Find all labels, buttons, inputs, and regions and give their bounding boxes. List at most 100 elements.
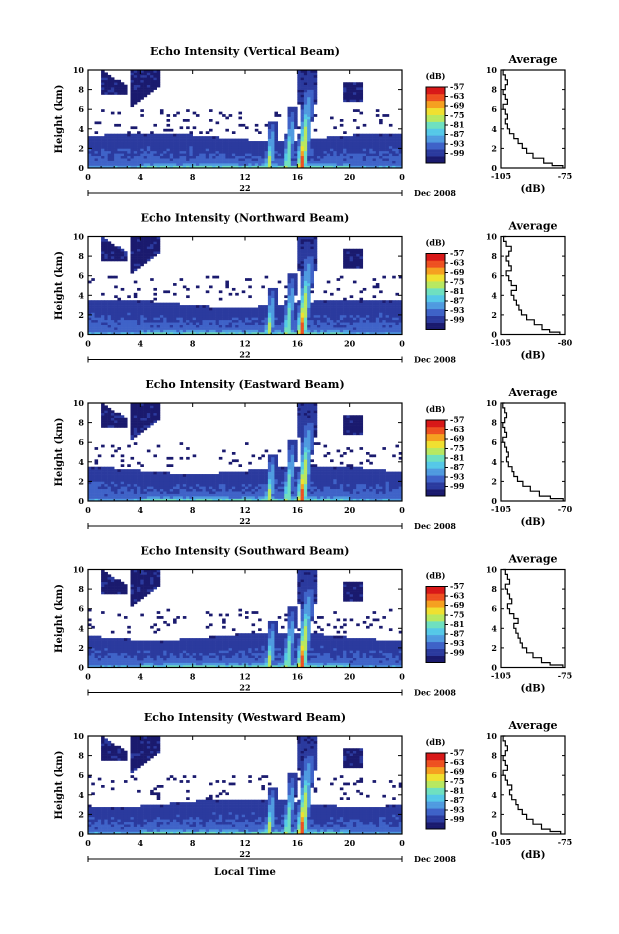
heatmap-cell [395,305,399,308]
heatmap-cell [160,317,164,320]
heatmap-cell [291,322,295,325]
heatmap-cell [104,139,108,142]
heatmap-cell [346,90,350,93]
heatmap-cell [310,420,314,423]
heatmap-cell [261,481,265,484]
heatmap-cell [229,293,233,296]
heatmap-cell [167,477,171,480]
heatmap-cell [271,146,275,149]
heatmap-cell [160,148,164,151]
heatmap-cell [353,308,357,311]
heatmap-cell [147,90,151,93]
heatmap-cell [229,474,233,477]
heatmap-cell [248,477,252,480]
heatmap-cell [271,141,275,144]
heatmap-cell [219,330,223,333]
heatmap-cell [202,305,206,308]
heatmap-cell [95,141,99,144]
heatmap-cell [291,303,295,306]
heatmap-cell [248,494,252,497]
heatmap-cell [124,420,128,423]
heatmap-cell [163,315,167,318]
heatmap-cell [294,117,298,120]
heatmap-cell [386,163,390,166]
heatmap-cell [304,161,308,164]
heatmap-cell [147,259,151,262]
heatmap-cell [265,153,269,156]
heatmap-cell [324,141,328,144]
heatmap-cell [124,322,128,325]
colorbar-segment [426,160,445,162]
heatmap-cell [196,474,200,477]
heatmap-cell [157,315,161,318]
heatmap-cell [134,95,138,98]
colorbar-segment [426,304,445,306]
heatmap-cell [140,95,144,98]
heatmap-cell [320,141,324,144]
heatmap-cell [382,141,386,144]
heatmap-cell [294,112,298,115]
heatmap-cell [297,139,301,142]
heatmap-cell [206,156,210,159]
heatmap-cell [340,310,344,313]
y-tick-label: 8 [78,251,84,261]
heatmap-cell [108,153,112,156]
heatmap-cell [117,303,121,306]
heatmap-cell [288,273,292,276]
heatmap-cell [301,293,305,296]
heatmap-cell [157,405,161,408]
heatmap-cell [183,153,187,156]
heatmap-cell [274,454,278,457]
heatmap-cell [373,134,377,137]
heatmap-cell [281,310,285,313]
heatmap-cell [373,322,377,325]
heatmap-cell [376,163,380,166]
heatmap-cell [333,325,337,328]
heatmap-cell [124,474,128,477]
heatmap-cell [376,315,380,318]
heatmap-cell [284,491,288,494]
heatmap-cell [294,459,298,462]
heatmap-cell [98,300,102,303]
heatmap-cell [268,144,272,147]
colorbar-segment [426,130,445,132]
heatmap-cell [304,148,308,151]
heatmap-cell [324,163,328,166]
heatmap-cell [144,82,148,85]
heatmap-cell [108,418,112,421]
heatmap-cell [111,85,115,88]
heatmap-cell [255,496,259,499]
heatmap-cell [350,146,354,149]
heatmap-cell [307,112,311,115]
heatmap-cell [248,141,252,144]
heatmap-cell [291,295,295,298]
heatmap-cell [301,430,305,433]
heatmap-cell [248,327,252,330]
heatmap-cell [291,148,295,151]
heatmap-cell [196,496,200,499]
heatmap-cell [274,134,278,137]
heatmap-cell [140,75,144,78]
colorbar-unit: (dB) [426,238,446,248]
heatmap-cell [140,413,144,416]
heatmap-cell [137,413,141,416]
heatmap-cell [274,322,278,325]
heatmap-cell [288,479,292,482]
heatmap-cell [294,325,298,328]
heatmap-cell [284,496,288,499]
heatmap-cell [238,151,242,154]
heatmap-cell [186,481,190,484]
heatmap-cell [186,141,190,144]
heatmap-cell [271,303,275,306]
heatmap-cell [330,330,334,333]
heatmap-cell [104,77,108,80]
heatmap-cell [232,151,236,154]
heatmap-cell [121,481,125,484]
heatmap-cell [310,305,314,308]
heatmap-cell [101,322,105,325]
heatmap-cell [320,325,324,328]
heatmap-cell [373,330,377,333]
heatmap-cell [350,92,354,95]
heatmap-cell [304,405,308,408]
heatmap-cell [235,161,239,164]
